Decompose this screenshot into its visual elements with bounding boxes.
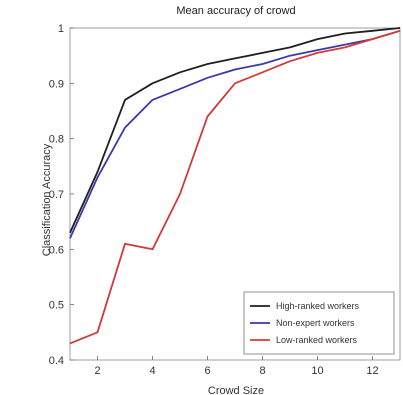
- chart-title: Mean accuracy of crowd: [176, 5, 295, 17]
- x-tick-label: 2: [94, 365, 100, 377]
- legend-entry: Low-ranked workers: [276, 335, 358, 345]
- axis-ticks: 2 4 6 8 10 12 0.4 0.5 0.6 0.7 0.8 0.9 1: [49, 23, 379, 377]
- x-tick-label: 6: [204, 365, 210, 377]
- legend: High-ranked workers Non-expert workers Low…: [243, 291, 395, 355]
- y-tick-label: 0.5: [49, 300, 64, 312]
- x-tick-label: 4: [149, 365, 155, 377]
- y-tick-label: 0.4: [49, 355, 64, 367]
- legend-entry: High-ranked workers: [276, 301, 360, 311]
- y-tick-label: 0.7: [49, 189, 64, 201]
- y-tick-label: 1: [58, 23, 64, 35]
- y-tick-label: 0.6: [49, 244, 64, 256]
- series-line-2: [69, 29, 401, 345]
- y-tick-label: 0.9: [49, 78, 64, 90]
- legend-entry: Non-expert workers: [276, 318, 355, 328]
- y-tick-label: 0.8: [49, 134, 64, 146]
- y-axis-label: Classification Accuracy: [41, 143, 53, 256]
- series-line-0: [69, 27, 401, 234]
- series-lines: [69, 27, 401, 345]
- series-line-1: [69, 29, 401, 239]
- x-axis-label: Crowd Size: [208, 385, 264, 395]
- x-tick-label: 8: [259, 365, 265, 377]
- x-tick-label: 12: [366, 365, 378, 377]
- x-tick-label: 10: [311, 365, 323, 377]
